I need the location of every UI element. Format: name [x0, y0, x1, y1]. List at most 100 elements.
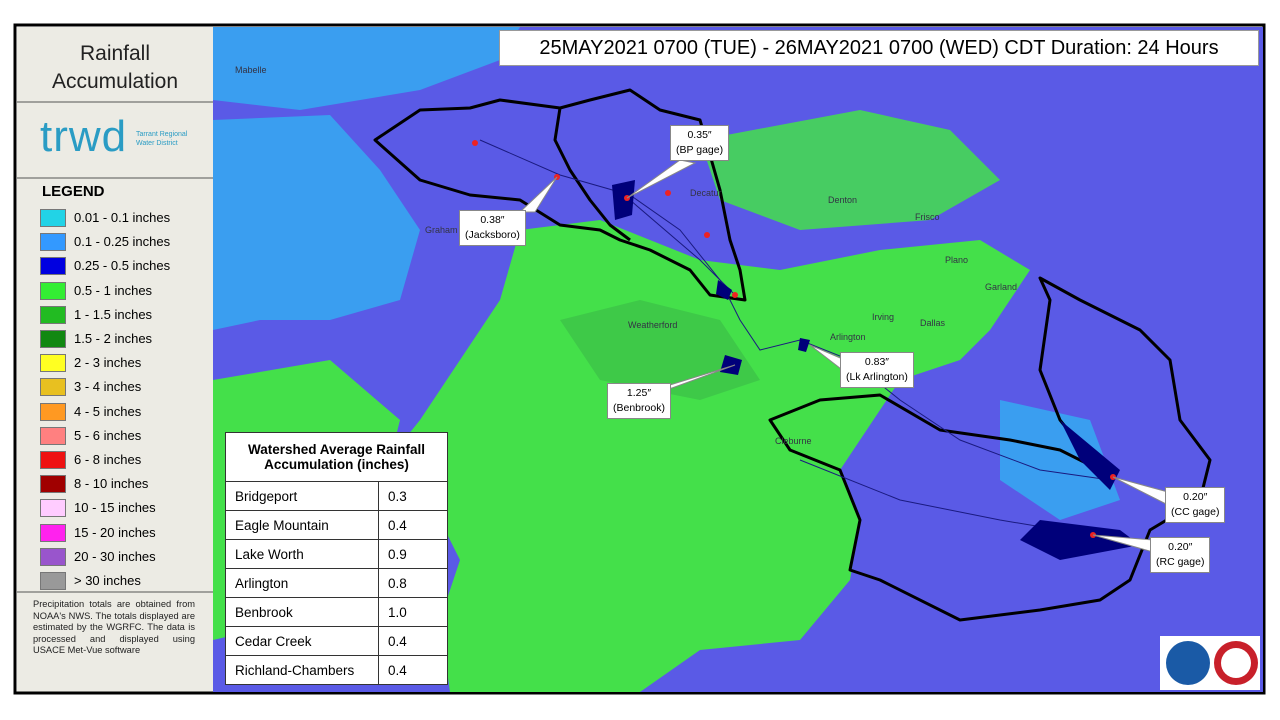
legend-title: LEGEND — [42, 183, 105, 200]
logo-subtext: Tarrant Regional Water District — [136, 131, 188, 147]
callout: 0.83″ (Lk Arlington) — [840, 352, 914, 388]
rainfall-value: 0.4 — [378, 626, 448, 656]
panel-title: Rainfall Accumulation — [51, 42, 179, 93]
legend-label: 20 - 30 inches — [74, 548, 156, 564]
callout-name: (Lk Arlington) — [846, 371, 908, 383]
legend-label: 2 - 3 inches — [74, 355, 142, 371]
legend-label: 3 - 4 inches — [74, 379, 142, 395]
legend-label: 5 - 6 inches — [74, 427, 142, 443]
place-label: Dallas — [920, 318, 946, 328]
note: Precipitation totals are obtained from N… — [33, 599, 195, 655]
place-label: Arlington — [830, 332, 866, 342]
moderate-rain — [560, 300, 760, 400]
legend-label: 6 - 8 inches — [74, 452, 142, 467]
callout-value: 0.38″ — [480, 214, 505, 226]
callout: 1.25″ (Benbrook) — [607, 383, 671, 419]
place-label: Cleburne — [775, 436, 812, 446]
noaa-logo — [1166, 641, 1210, 685]
nws-logo — [1221, 648, 1251, 678]
callout: 0.35″ (BP gage) — [670, 125, 730, 161]
legend-label: 0.25 - 0.5 inches — [74, 258, 171, 274]
table-row: Cedar Creek 0.4 — [225, 626, 448, 656]
legend-label: 0.1 - 0.25 inches — [74, 234, 171, 250]
legend-swatch — [40, 426, 66, 445]
legend-swatch — [40, 305, 66, 324]
legend-label: 4 - 5 inches — [74, 403, 142, 419]
table-row: Bridgeport 0.3 — [225, 481, 448, 511]
callout-value: 0.35″ — [687, 129, 712, 141]
callout-name: (BP gage) — [676, 144, 724, 156]
place-label: Denton — [828, 195, 858, 205]
callout-value: 0.83″ — [864, 356, 890, 368]
table-row: Richland-Chambers 0.4 — [225, 655, 448, 685]
rainfall-value: 0.3 — [378, 481, 448, 511]
rainfall-value: 0.4 — [378, 655, 448, 685]
legend-swatch — [40, 209, 66, 227]
frame — [13, 23, 1266, 695]
place-label: Decatur — [690, 188, 722, 198]
watershed-name: Lake Worth — [225, 539, 379, 569]
table-row: Arlington 0.8 — [225, 568, 448, 598]
callout-name: (Jacksboro) — [465, 229, 520, 241]
legend-label: 1.5 - 2 inches — [74, 331, 153, 346]
callout-value: 0.20″ — [1183, 491, 1208, 503]
moderate-rain — [380, 220, 1030, 692]
legend-swatch — [40, 402, 66, 421]
rainfall-value: 1.0 — [378, 597, 448, 627]
callout: 0.38″ (Jacksboro) — [459, 210, 526, 246]
callout-value: 0.20″ — [1168, 541, 1193, 553]
place-label: Graham — [425, 225, 458, 235]
light-rain — [1000, 400, 1120, 520]
moderate-rain — [700, 110, 1000, 230]
place-label: Plano — [945, 255, 969, 265]
legend-label: 8 - 10 inches — [74, 476, 149, 492]
place-label: Irving — [872, 312, 895, 322]
legend-swatch — [40, 572, 66, 590]
legend-swatch — [40, 547, 66, 566]
watershed-name: Cedar Creek — [225, 626, 379, 656]
watershed-name: Eagle Mountain — [225, 510, 379, 540]
logo: trwd — [40, 112, 128, 161]
table-row: Lake Worth 0.9 — [225, 539, 448, 569]
legend-swatch — [40, 378, 66, 397]
legend-swatch — [40, 257, 66, 276]
legend-label: 0.01 - 0.1 inches — [74, 210, 171, 225]
place-label: Garland — [985, 282, 1018, 292]
table-row: Eagle Mountain 0.4 — [225, 510, 448, 540]
table-title: Watershed Average Rainfall Accumulation … — [225, 432, 448, 482]
light-rain — [213, 27, 520, 110]
legend-label: > 30 inches — [74, 573, 141, 588]
watershed-name: Richland-Chambers — [225, 655, 379, 685]
legend-swatch — [40, 330, 66, 348]
legend-label: 0.5 - 1 inches — [74, 282, 153, 298]
legend-label: 10 - 15 inches — [74, 500, 156, 516]
rainfall-value: 0.9 — [378, 539, 448, 569]
callout: 0.20″ (CC gage) — [1165, 487, 1226, 523]
place-label: Mabelle — [235, 65, 267, 75]
table-row: Benbrook 1.0 — [225, 597, 448, 627]
callout: 0.20″ (RC gage) — [1150, 537, 1211, 573]
legend-swatch — [40, 233, 66, 252]
legend-swatch — [40, 523, 66, 542]
legend-swatch — [40, 475, 66, 494]
legend-swatch — [40, 499, 66, 518]
callout-pointers — [518, 159, 1169, 553]
rainfall-value: 0.8 — [378, 568, 448, 598]
legend-swatch — [40, 281, 66, 300]
period-title: 25MAY2021 0700 (TUE) - 26MAY2021 0700 (W… — [499, 30, 1259, 66]
place-label: Weatherford — [628, 320, 678, 330]
rainfall-table: Watershed Average Rainfall Accumulation … — [225, 432, 448, 685]
legend-label: 1 - 1.5 inches — [74, 306, 153, 322]
callout-name: (CC gage) — [1171, 506, 1220, 518]
callout-value: 1.25″ — [626, 387, 652, 399]
legend-swatch — [40, 451, 66, 469]
rainfall-value: 0.4 — [378, 510, 448, 540]
lakes — [612, 180, 1140, 560]
callout-name: (RC gage) — [1156, 556, 1205, 568]
legend-swatch — [40, 354, 66, 373]
watershed-name: Benbrook — [225, 597, 379, 627]
place-label: Frisco — [915, 212, 940, 222]
watershed-name: Arlington — [225, 568, 379, 598]
watershed-name: Bridgeport — [225, 481, 379, 511]
